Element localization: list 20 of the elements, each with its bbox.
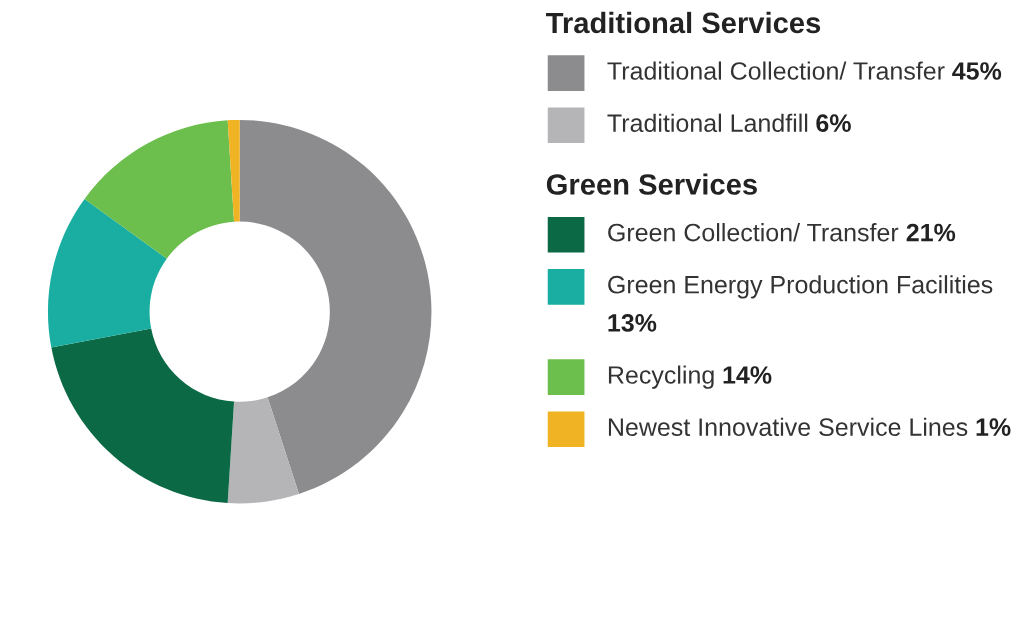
data-label: 21%: [906, 223, 956, 242]
donut-slice: [227, 119, 240, 222]
donut-slice: [227, 397, 299, 504]
legend-label: Newest Innovative Service Lines: [608, 417, 968, 437]
donut-slice: [239, 119, 432, 495]
legend-label: Traditional Landfill: [607, 113, 808, 132]
donut-slice: [84, 120, 235, 259]
legend-label: Recycling: [608, 365, 714, 389]
legend-label: Green Collection/ Transfer: [608, 223, 899, 242]
donut-slice: [51, 328, 235, 504]
data-label: 6%: [816, 114, 851, 132]
data-label: 1%: [976, 418, 1011, 436]
donut-slice: [47, 198, 167, 348]
text: Traditional Services: [546, 11, 821, 34]
legend-label: Traditional Collection/ Transfer: [607, 61, 945, 80]
text: Green Services: [546, 173, 757, 195]
data-label: 45%: [952, 62, 1002, 80]
data-label: 14%: [723, 366, 772, 384]
data-label: 13%: [608, 314, 657, 332]
legend-label: Green Energy Production Facilities: [608, 275, 993, 299]
